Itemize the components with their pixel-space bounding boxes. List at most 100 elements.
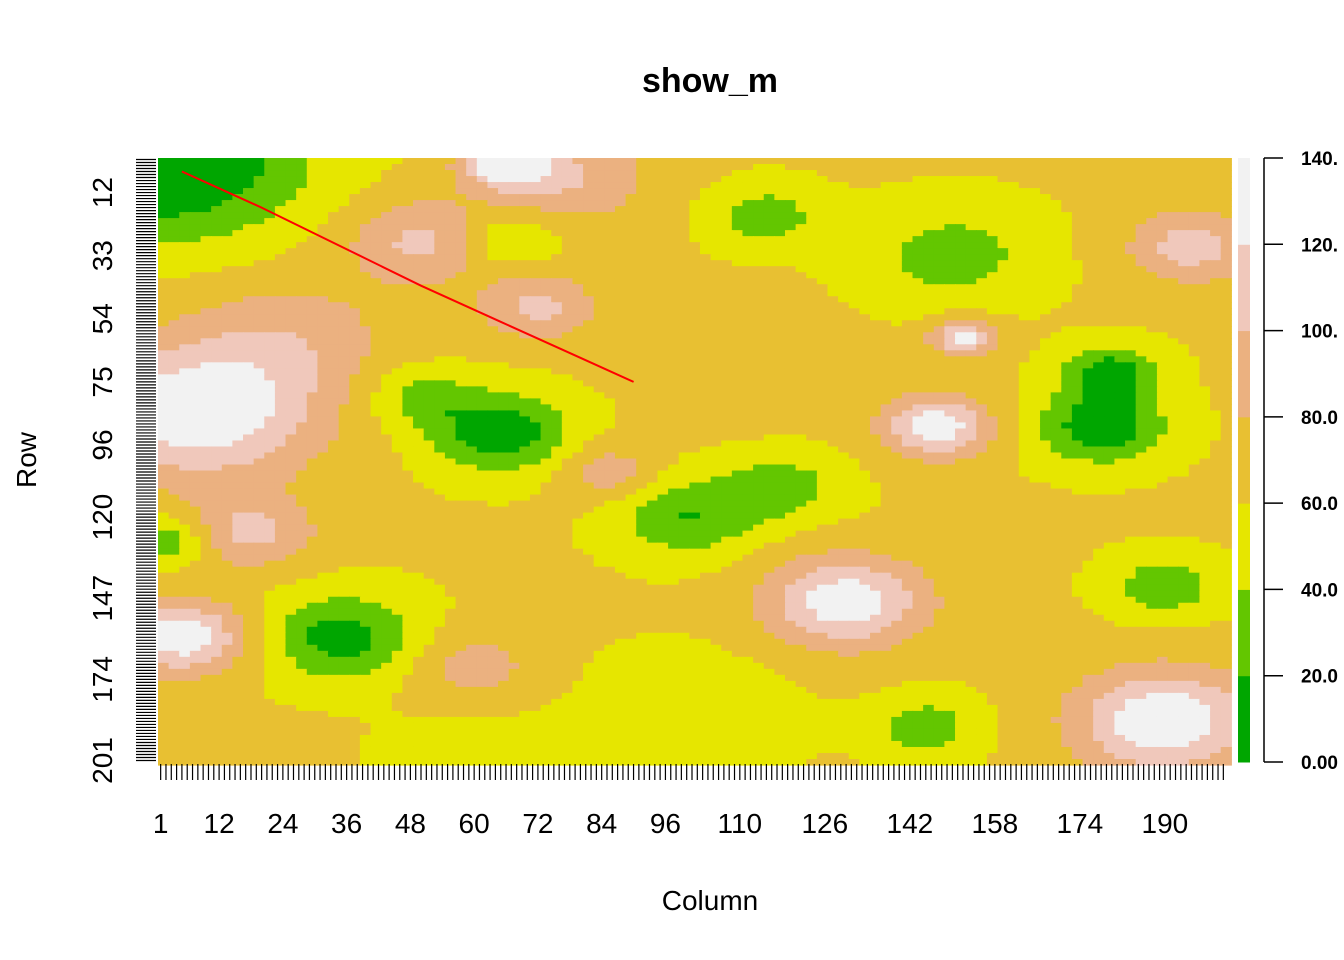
heatmap-cell <box>965 344 977 351</box>
heatmap-cell <box>976 176 988 183</box>
heatmap-cell <box>1103 206 1116 213</box>
heatmap-cell <box>721 290 733 297</box>
heatmap-cell <box>1093 260 1105 267</box>
heatmap-cell <box>1167 416 1179 424</box>
heatmap-cell <box>944 194 956 201</box>
heatmap-cell <box>838 236 850 243</box>
heatmap-cell <box>593 308 605 315</box>
heatmap-cell <box>253 158 265 165</box>
heatmap-cell <box>933 308 945 315</box>
heatmap-cell <box>540 380 552 387</box>
heatmap-cell <box>753 446 765 454</box>
heatmap-cell <box>1018 242 1031 249</box>
heatmap-cell <box>646 224 659 231</box>
heatmap-cell <box>955 386 967 393</box>
heatmap-cell <box>678 254 690 261</box>
heatmap-cell <box>965 290 977 297</box>
heatmap-cell <box>806 254 818 261</box>
heatmap-cell <box>572 224 584 231</box>
heatmap-cell <box>253 278 265 285</box>
heatmap-cell <box>870 218 882 225</box>
heatmap-cell <box>636 410 648 418</box>
heatmap-cell <box>391 218 404 225</box>
heatmap-cell <box>498 278 510 285</box>
heatmap-cell <box>870 272 882 279</box>
heatmap-cell <box>413 164 425 171</box>
heatmap-cell <box>795 242 807 249</box>
heatmap-cell <box>200 302 212 309</box>
heatmap-cell <box>838 284 850 291</box>
heatmap-cell <box>827 392 839 399</box>
heatmap-cell <box>593 284 605 291</box>
heatmap-cell <box>317 350 329 357</box>
heatmap-cell <box>274 320 287 327</box>
heatmap-cell <box>317 374 329 381</box>
heatmap-cell <box>1103 170 1116 177</box>
heatmap-cell <box>328 206 340 213</box>
heatmap-cell <box>1008 314 1020 321</box>
heatmap-cell <box>296 380 308 387</box>
heatmap-cell <box>891 236 903 243</box>
heatmap-cell <box>189 404 202 412</box>
heatmap-cell <box>901 158 914 165</box>
heatmap-cell <box>221 416 233 424</box>
heatmap-cell <box>391 440 404 448</box>
heatmap-cell <box>338 392 350 399</box>
heatmap-cell <box>912 206 924 213</box>
heatmap-cell <box>508 440 520 448</box>
heatmap-cell <box>1210 434 1222 442</box>
heatmap-cell <box>1008 416 1020 424</box>
heatmap-cell <box>912 188 924 195</box>
heatmap-cell <box>1093 188 1105 195</box>
heatmap-cell <box>466 404 478 412</box>
heatmap-cell <box>200 416 212 424</box>
heatmap-cell <box>179 302 191 309</box>
heatmap-cell <box>923 404 935 412</box>
heatmap-cell <box>1018 308 1031 315</box>
heatmap-cell <box>880 206 892 213</box>
heatmap-cell <box>1061 242 1073 249</box>
heatmap-cell <box>221 392 233 399</box>
heatmap-cell <box>1008 428 1020 436</box>
heatmap-cell <box>498 434 510 442</box>
heatmap-cell <box>221 314 233 321</box>
heatmap-cell <box>859 248 871 255</box>
heatmap-cell <box>678 260 690 267</box>
heatmap-cell <box>699 314 712 321</box>
heatmap-cell <box>955 422 967 430</box>
heatmap-cell <box>625 362 637 369</box>
heatmap-cell <box>912 404 924 412</box>
heatmap-cell <box>1082 170 1094 177</box>
heatmap-cell <box>806 440 818 448</box>
heatmap-cell <box>466 428 478 436</box>
heatmap-cell <box>625 380 637 387</box>
heatmap-cell <box>604 422 616 430</box>
heatmap-cell <box>944 392 956 399</box>
heatmap-cell <box>1220 272 1232 279</box>
heatmap-cell <box>816 398 829 406</box>
heatmap-cell <box>583 332 595 339</box>
heatmap-cell <box>561 308 574 315</box>
heatmap-cell <box>976 284 988 291</box>
heatmap-cell <box>561 434 574 442</box>
heatmap-cell <box>614 416 627 424</box>
heatmap-cell <box>880 176 892 183</box>
heatmap-cell <box>519 182 531 189</box>
heatmap-cell <box>646 446 659 454</box>
heatmap-cell <box>944 404 956 412</box>
heatmap-cell <box>678 314 690 321</box>
heatmap-cell <box>158 230 170 237</box>
heatmap-cell <box>753 164 765 171</box>
heatmap-cell <box>211 452 223 460</box>
heatmap-cell <box>561 362 574 369</box>
heatmap-cell <box>742 374 754 381</box>
heatmap-cell <box>901 386 914 393</box>
heatmap-cell <box>189 386 202 393</box>
heatmap-cell <box>678 158 690 165</box>
heatmap-cell <box>551 194 563 201</box>
heatmap-cell <box>774 164 786 171</box>
heatmap-cell <box>848 260 860 267</box>
heatmap-cell <box>625 344 637 351</box>
heatmap-cell <box>243 266 255 273</box>
heatmap-cell <box>625 356 637 363</box>
